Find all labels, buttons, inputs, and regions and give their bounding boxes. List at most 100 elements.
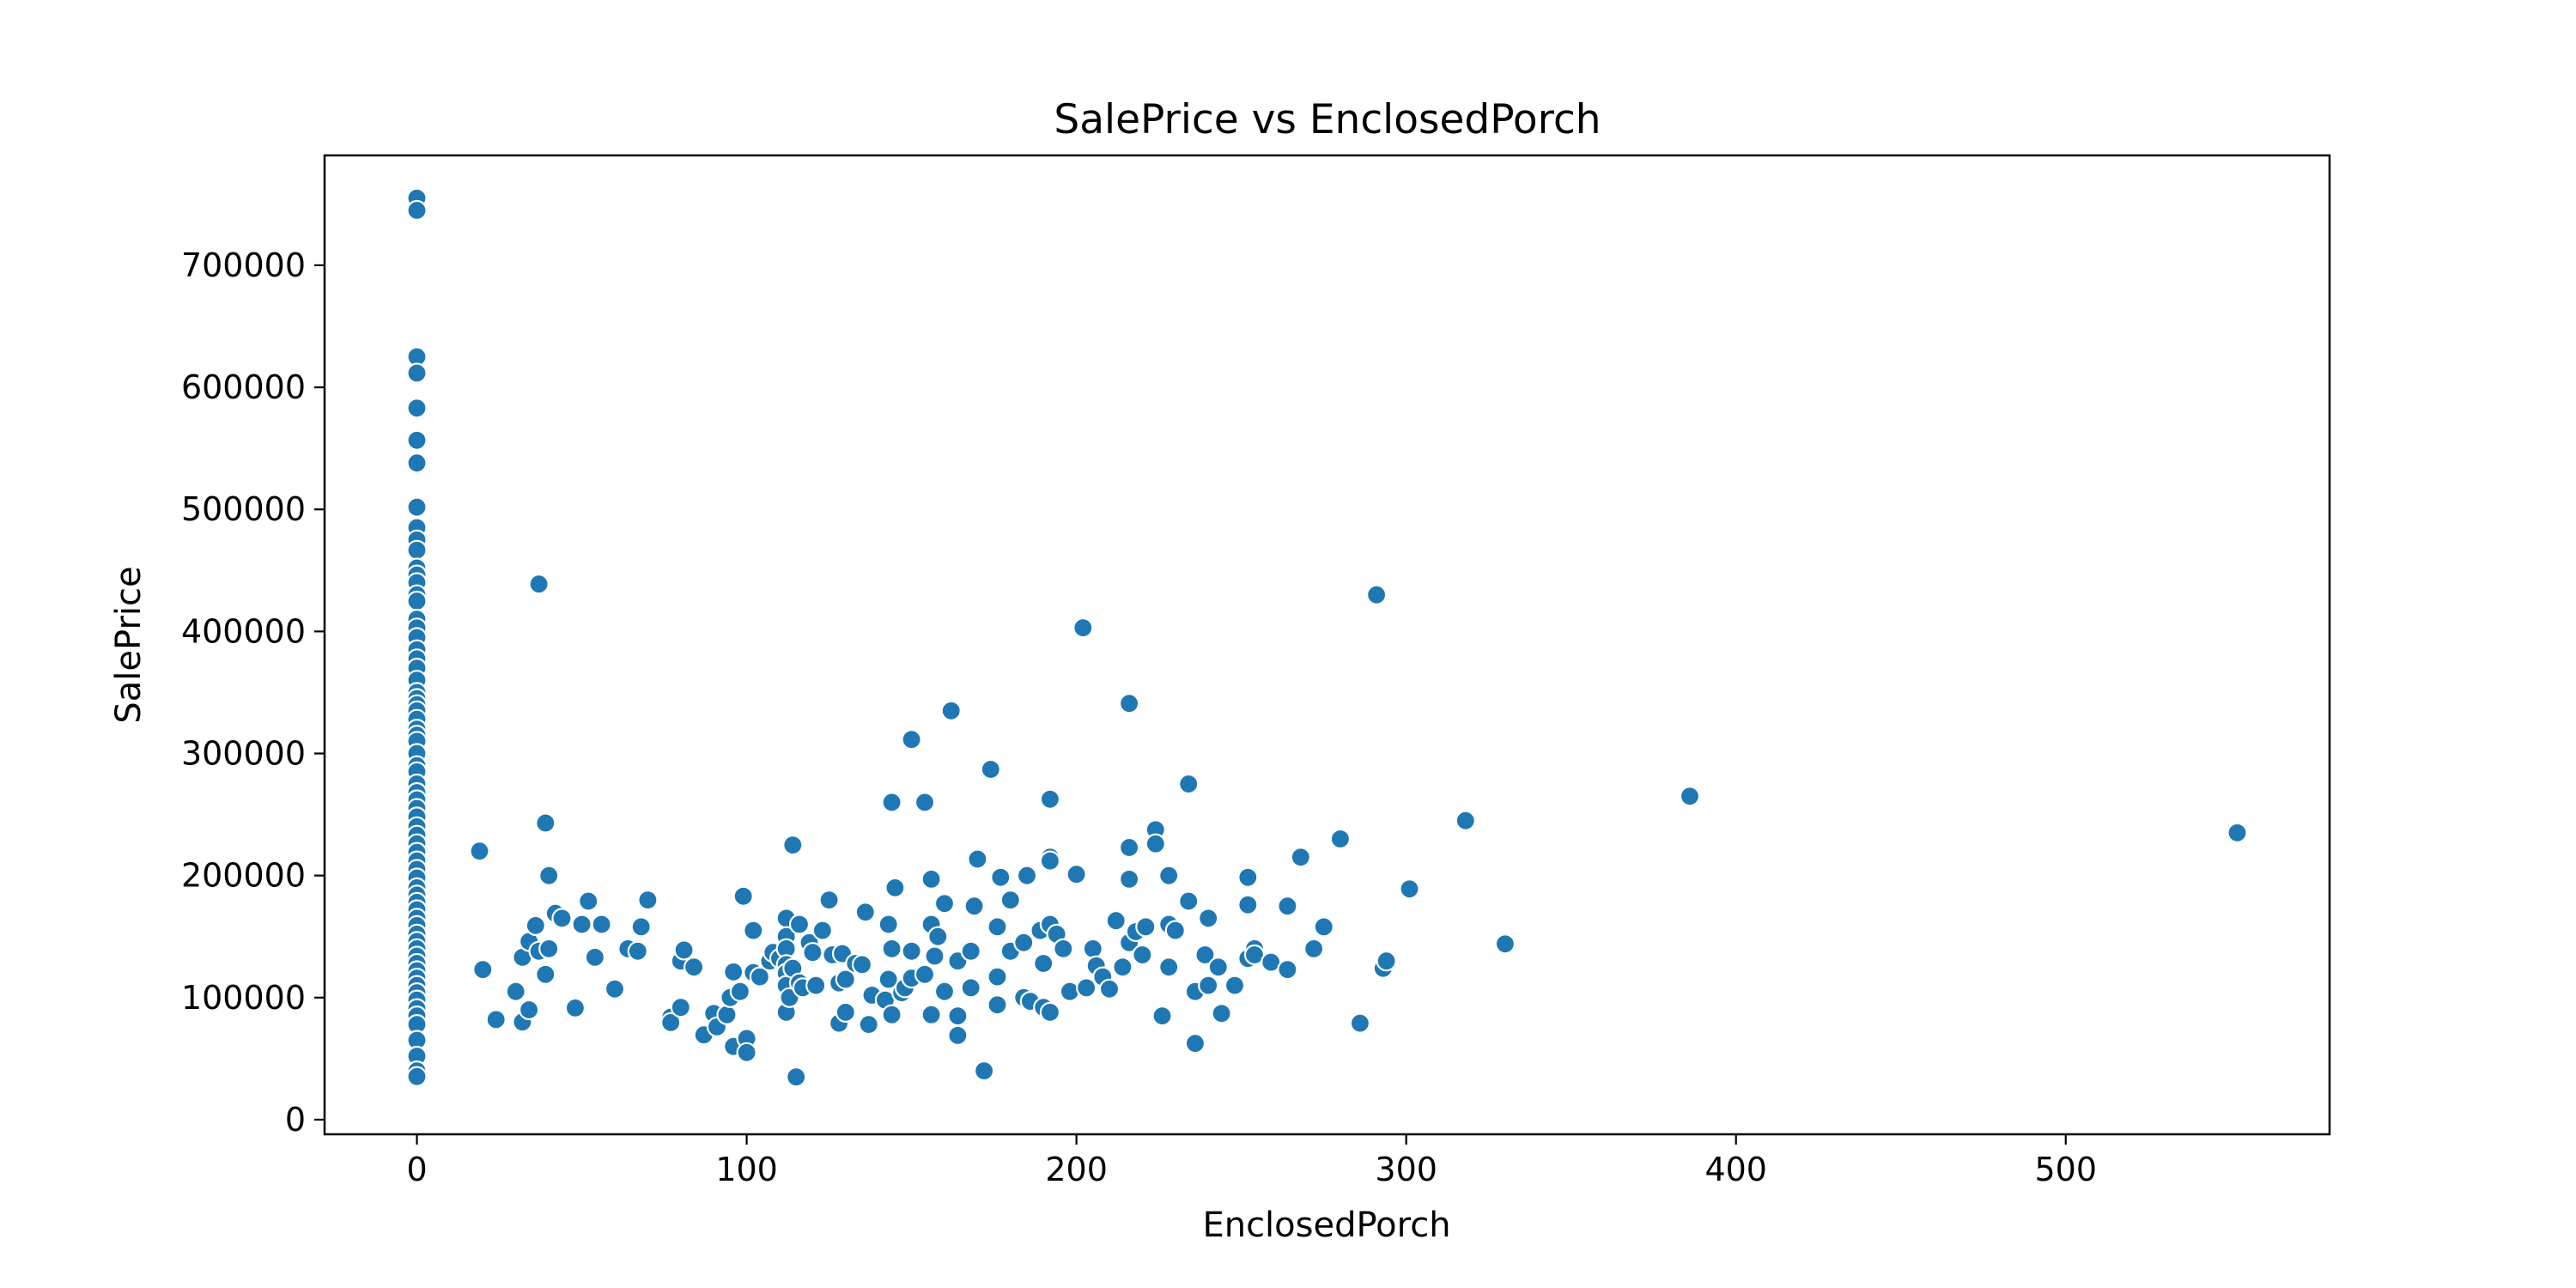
data-point: [1016, 865, 1038, 886]
data-point: [578, 890, 599, 912]
data-point: [1033, 952, 1054, 975]
data-point: [406, 429, 428, 451]
data-point: [723, 961, 744, 983]
data-point: [1151, 1005, 1173, 1027]
data-point: [472, 958, 494, 981]
data-point: [1277, 896, 1298, 917]
data-point: [469, 841, 490, 862]
data-point: [528, 574, 550, 595]
data-point: [881, 938, 902, 960]
data-point: [2227, 822, 2248, 844]
data-point: [637, 889, 659, 911]
data-point: [901, 729, 922, 750]
data-point: [987, 994, 1008, 1016]
x-tick-label: 400: [1704, 1151, 1767, 1188]
x-tick-label: 100: [715, 1151, 778, 1188]
data-point: [1313, 916, 1334, 938]
data-point: [960, 940, 981, 962]
chart-title: SalePrice vs EnclosedPorch: [1054, 96, 1601, 143]
data-point: [1184, 1032, 1206, 1054]
data-point: [584, 946, 606, 969]
data-point: [1105, 910, 1127, 932]
x-axis-label: EnclosedPorch: [1202, 1206, 1450, 1245]
y-tick-label: 700000: [181, 246, 306, 284]
data-point: [802, 942, 823, 963]
data-point: [1207, 957, 1229, 978]
data-point: [732, 885, 754, 907]
data-point: [1194, 944, 1216, 966]
y-axis-label: SalePrice: [109, 566, 149, 723]
data-point: [729, 981, 751, 1002]
data-point: [782, 834, 804, 856]
data-point: [1118, 693, 1140, 714]
data-point: [1039, 1001, 1061, 1024]
data-point: [940, 700, 962, 721]
data-points: [406, 187, 2248, 1088]
y-tick-label: 400000: [181, 612, 306, 650]
data-point: [538, 865, 560, 886]
data-point: [881, 1004, 902, 1025]
data-point: [406, 539, 428, 561]
data-point: [1211, 1003, 1232, 1024]
y-tick-label: 200000: [181, 857, 306, 895]
data-point: [1118, 868, 1140, 890]
data-point: [1039, 788, 1061, 810]
data-point: [884, 877, 906, 899]
data-point: [1118, 836, 1140, 859]
data-point: [805, 975, 827, 996]
data-point: [835, 969, 856, 990]
x-tick-label: 200: [1045, 1151, 1108, 1188]
data-point: [927, 926, 949, 947]
data-point: [406, 496, 428, 518]
data-point: [630, 916, 652, 938]
data-point: [406, 590, 428, 612]
data-point: [963, 896, 985, 917]
data-point: [406, 398, 428, 419]
data-point: [933, 981, 956, 1002]
data-point: [1135, 916, 1157, 938]
data-point: [535, 963, 556, 985]
data-point: [1098, 978, 1121, 999]
data-point: [786, 1066, 807, 1088]
data-point: [1178, 773, 1200, 795]
data-point: [1290, 847, 1311, 868]
data-point: [1365, 584, 1388, 605]
data-point: [604, 978, 626, 999]
data-point: [851, 954, 873, 975]
data-point: [1329, 828, 1352, 850]
y-tick-label: 0: [285, 1101, 306, 1139]
data-point: [1164, 920, 1186, 941]
data-point: [854, 902, 876, 923]
y-tick-label: 100000: [181, 979, 306, 1017]
data-point: [406, 199, 428, 222]
data-point: [987, 916, 1008, 938]
y-tick-label: 300000: [181, 735, 306, 773]
data-point: [716, 1004, 738, 1025]
data-point: [818, 889, 840, 911]
data-point: [406, 362, 428, 384]
data-point: [1277, 958, 1298, 981]
data-point: [1013, 932, 1035, 953]
data-point: [564, 997, 586, 1019]
data-point: [980, 758, 1001, 781]
x-tick-label: 0: [406, 1151, 427, 1188]
data-point: [1082, 938, 1103, 960]
data-point: [924, 945, 945, 967]
data-point: [1455, 810, 1476, 831]
data-point: [1158, 865, 1180, 886]
data-point: [914, 792, 936, 813]
data-point: [406, 453, 428, 474]
data-point: [999, 889, 1021, 911]
data-point: [947, 1024, 969, 1047]
data-point: [1679, 786, 1701, 807]
x-tick-label: 300: [1375, 1151, 1437, 1188]
data-point: [878, 914, 899, 935]
x-tick-label: 500: [2034, 1151, 2097, 1188]
data-point: [858, 1013, 879, 1036]
data-point: [749, 966, 771, 987]
data-point: [1376, 951, 1397, 972]
data-point: [967, 848, 988, 870]
data-point: [673, 939, 695, 961]
